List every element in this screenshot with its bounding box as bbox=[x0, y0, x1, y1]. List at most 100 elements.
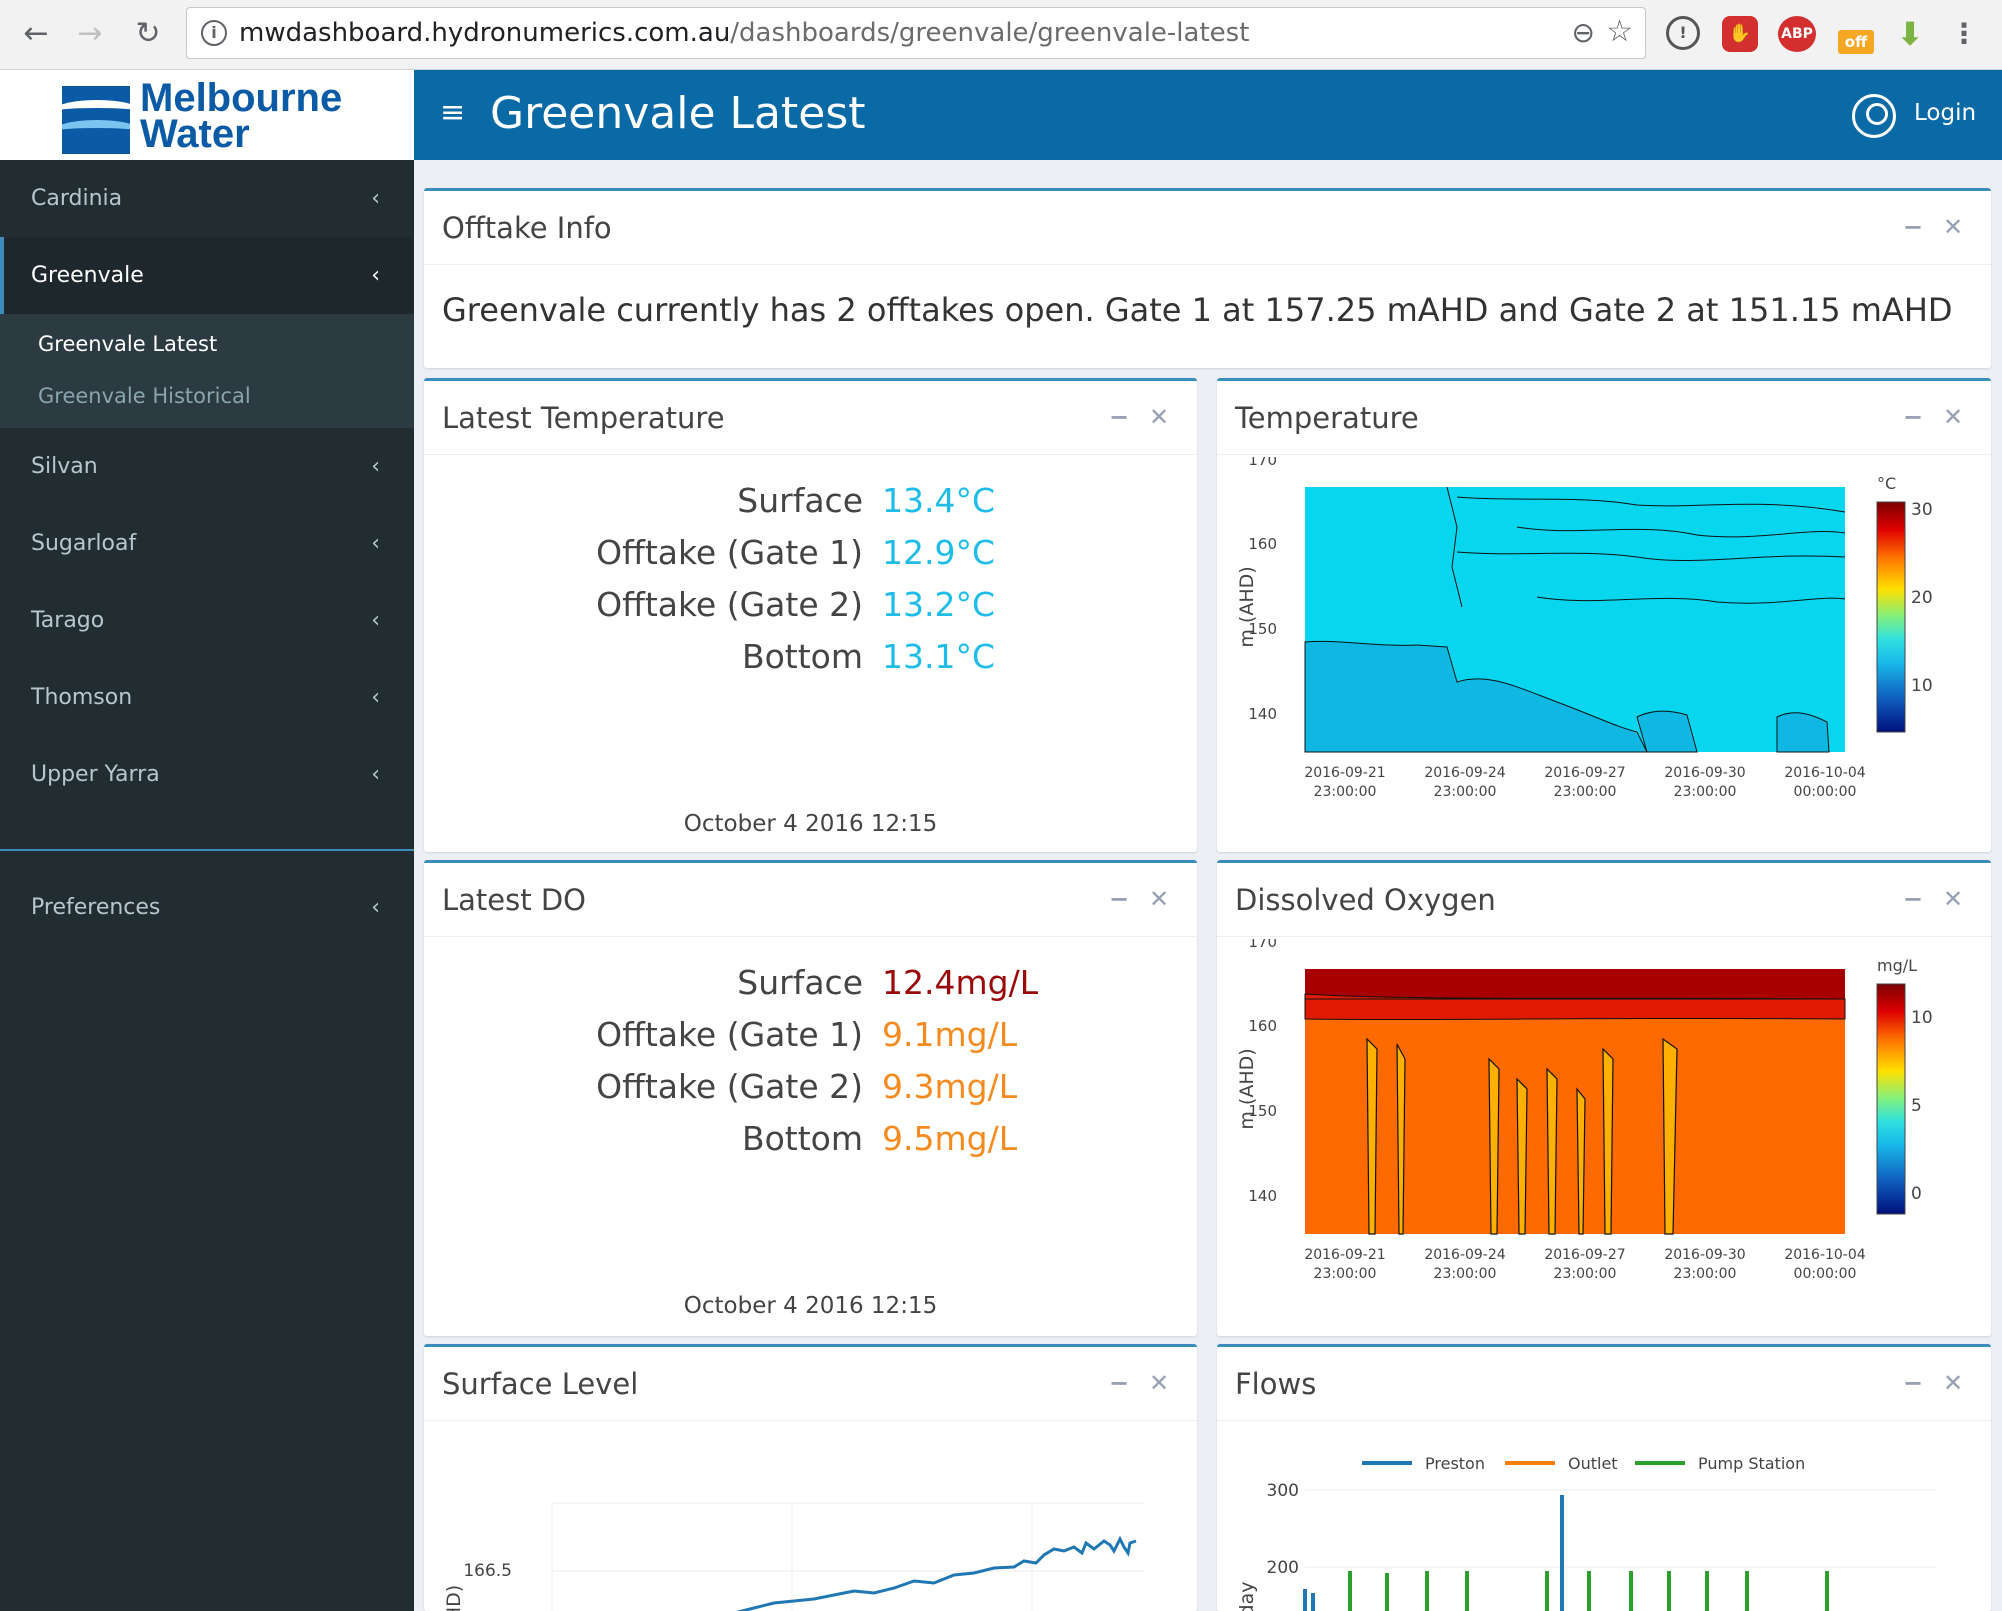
box-header: Temperature − ✕ bbox=[1217, 381, 1991, 455]
x-tick-label: 00:00:00 bbox=[1794, 784, 1857, 800]
legend-label: Preston bbox=[1425, 1454, 1485, 1473]
logo-text: Melbourne Water bbox=[140, 76, 343, 156]
sidebar-item-preferences[interactable]: Preferences ‹ bbox=[0, 869, 414, 946]
menu-dots-icon[interactable]: ⋮ bbox=[1950, 17, 1978, 50]
sidebar-item-sugarloaf[interactable]: Sugarloaf ‹ bbox=[0, 505, 414, 582]
x-tick-label: 2016-09-21 bbox=[1304, 765, 1385, 781]
timestamp: October 4 2016 12:15 bbox=[683, 811, 938, 837]
chevron-left-icon: ‹ bbox=[371, 608, 380, 633]
off-extension-icon[interactable]: off bbox=[1838, 30, 1874, 54]
x-tick-label: 23:00:00 bbox=[1314, 1266, 1377, 1282]
colorbar-tick: 10 bbox=[1911, 1008, 1933, 1028]
y-tick-label: 140 bbox=[1248, 1187, 1277, 1205]
x-tick-label: 2016-09-27 bbox=[1544, 1247, 1625, 1263]
x-tick-label: 2016-10-04 bbox=[1784, 1247, 1865, 1263]
reload-icon[interactable]: ↻ bbox=[135, 16, 161, 51]
close-icon[interactable]: ✕ bbox=[1148, 403, 1170, 431]
password-extension-icon[interactable]: ! bbox=[1666, 16, 1700, 50]
chevron-left-icon: ‹ bbox=[371, 531, 380, 556]
minimize-icon[interactable]: − bbox=[1902, 213, 1924, 241]
box-header: Surface Level − ✕ bbox=[424, 1347, 1197, 1421]
offtake-info-box: Offtake Info − ✕ Greenvale currently has … bbox=[424, 188, 1991, 368]
hamburger-menu-icon[interactable]: ≡ bbox=[440, 95, 466, 130]
y-tick-label: 150 bbox=[1248, 620, 1277, 638]
sidebar-item-thomson[interactable]: Thomson ‹ bbox=[0, 659, 414, 736]
address-bar[interactable]: i mwdashboard.hydronumerics.com.au/dashb… bbox=[186, 7, 1646, 59]
y-tick-label: 200 bbox=[1267, 1558, 1299, 1578]
browser-toolbar: ← → ↻ i mwdashboard.hydronumerics.com.au… bbox=[0, 0, 2002, 70]
colorbar-tick: 5 bbox=[1911, 1096, 1922, 1116]
close-icon[interactable]: ✕ bbox=[1148, 1369, 1170, 1397]
x-tick-label: 23:00:00 bbox=[1434, 784, 1497, 800]
minimize-icon[interactable]: − bbox=[1902, 1369, 1924, 1397]
top-header: ≡ Greenvale Latest Login bbox=[414, 70, 2002, 160]
box-title: Latest DO bbox=[442, 883, 586, 917]
minimize-icon[interactable]: − bbox=[1108, 885, 1130, 913]
minimize-icon[interactable]: − bbox=[1902, 403, 1924, 431]
box-title: Latest Temperature bbox=[442, 401, 725, 435]
y-tick-label: 300 bbox=[1267, 1481, 1299, 1501]
close-icon[interactable]: ✕ bbox=[1942, 213, 1964, 241]
box-header: Dissolved Oxygen − ✕ bbox=[1217, 863, 1991, 937]
reading-row: Offtake (Gate 1) 12.9°C bbox=[596, 533, 996, 572]
close-icon[interactable]: ✕ bbox=[1148, 885, 1170, 913]
sidebar-subitem-greenvale-historical[interactable]: Greenvale Historical bbox=[38, 384, 251, 408]
y-axis-label: day bbox=[1236, 1582, 1258, 1611]
box-title: Surface Level bbox=[442, 1367, 639, 1401]
sidebar: Cardinia ‹ Greenvale ‹ Greenvale Latest Gr… bbox=[0, 160, 414, 1611]
chevron-left-icon: ‹ bbox=[371, 454, 380, 479]
url-text[interactable]: mwdashboard.hydronumerics.com.au/dashboa… bbox=[239, 18, 1250, 48]
zoom-icon[interactable]: ⊖ bbox=[1571, 16, 1595, 49]
do-contour-plot[interactable]: 170 160 150 140 m (AHD) 2016-09-21 23:00… bbox=[1217, 939, 1991, 1334]
close-icon[interactable]: ✕ bbox=[1942, 1369, 1964, 1397]
sidebar-item-upper-yarra[interactable]: Upper Yarra ‹ bbox=[0, 736, 414, 813]
y-axis-label: m (AHD) bbox=[1236, 566, 1258, 647]
minimize-icon[interactable]: − bbox=[1108, 403, 1130, 431]
reading-row: Bottom 9.5mg/L bbox=[741, 1119, 1018, 1158]
y-tick-label: 150 bbox=[1248, 1102, 1277, 1120]
chevron-left-icon: ‹ bbox=[371, 186, 380, 211]
flows-plot[interactable]: Preston Outlet Pump Station 300 200 day bbox=[1217, 1423, 1991, 1611]
x-tick-label: 23:00:00 bbox=[1554, 784, 1617, 800]
offtake-summary: Greenvale currently has 2 offtakes open.… bbox=[442, 291, 1953, 329]
minimize-icon[interactable]: − bbox=[1902, 885, 1924, 913]
colorbar bbox=[1876, 501, 1906, 733]
close-icon[interactable]: ✕ bbox=[1942, 885, 1964, 913]
y-tick-label: 170 bbox=[1248, 939, 1277, 951]
y-tick-label: 160 bbox=[1248, 1017, 1277, 1035]
box-header: Latest Temperature − ✕ bbox=[424, 381, 1197, 455]
sidebar-item-cardinia[interactable]: Cardinia ‹ bbox=[0, 160, 414, 237]
brand-logo[interactable]: Melbourne Water bbox=[0, 70, 414, 160]
x-tick-label: 2016-10-04 bbox=[1784, 765, 1865, 781]
adblock-icon[interactable]: ABP bbox=[1778, 16, 1816, 52]
chevron-left-icon: ‹ bbox=[371, 685, 380, 710]
login-link[interactable]: Login bbox=[1914, 100, 1977, 126]
sidebar-subitem-greenvale-latest[interactable]: Greenvale Latest bbox=[38, 332, 218, 356]
site-info-icon[interactable]: i bbox=[201, 20, 227, 46]
download-extension-icon[interactable]: ⬇ bbox=[1896, 15, 1924, 53]
pump-station-series bbox=[1348, 1571, 1829, 1611]
x-tick-label: 2016-09-24 bbox=[1424, 1247, 1505, 1263]
surface-level-plot[interactable]: 166.5 HD) bbox=[424, 1423, 1197, 1611]
user-icon[interactable] bbox=[1852, 94, 1896, 138]
ublock-icon[interactable]: ✋ bbox=[1722, 16, 1758, 52]
close-icon[interactable]: ✕ bbox=[1942, 403, 1964, 431]
do-readings: Surface 12.4mg/L Offtake (Gate 1) 9.1mg/L … bbox=[424, 963, 1197, 1171]
sidebar-divider bbox=[0, 849, 414, 851]
temperature-contour-plot[interactable]: 170 160 150 140 m (AHD) 2016-09-21 23:00… bbox=[1217, 457, 1991, 852]
box-title: Flows bbox=[1235, 1367, 1317, 1401]
sidebar-item-greenvale[interactable]: Greenvale ‹ bbox=[0, 237, 414, 314]
reading-row: Offtake (Gate 2) 9.3mg/L bbox=[596, 1067, 1018, 1106]
forward-arrow-icon[interactable]: → bbox=[77, 16, 103, 51]
latest-temperature-box: Latest Temperature − ✕ Surface 13.4°C Offt… bbox=[424, 378, 1197, 852]
minimize-icon[interactable]: − bbox=[1108, 1369, 1130, 1397]
reading-row: Surface 12.4mg/L bbox=[737, 963, 1039, 1002]
back-arrow-icon[interactable]: ← bbox=[23, 16, 49, 51]
reading-row: Surface 13.4°C bbox=[737, 481, 996, 520]
x-tick-label: 2016-09-24 bbox=[1424, 765, 1505, 781]
bookmark-star-icon[interactable]: ☆ bbox=[1606, 14, 1633, 49]
sidebar-item-tarago[interactable]: Tarago ‹ bbox=[0, 582, 414, 659]
preston-series bbox=[1303, 1495, 1564, 1611]
sidebar-item-silvan[interactable]: Silvan ‹ bbox=[0, 428, 414, 505]
do-chart-box: Dissolved Oxygen − ✕ 170 160 bbox=[1217, 860, 1991, 1336]
